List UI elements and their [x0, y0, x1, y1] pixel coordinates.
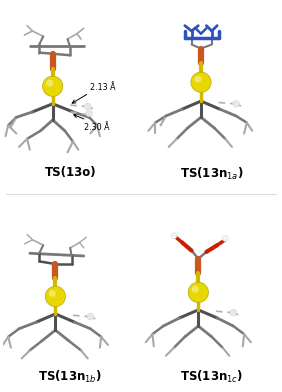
Circle shape	[194, 76, 202, 83]
Text: 2.30 Å: 2.30 Å	[84, 123, 109, 132]
Circle shape	[49, 290, 56, 297]
Circle shape	[191, 72, 211, 93]
Circle shape	[46, 80, 53, 87]
Circle shape	[86, 110, 92, 116]
Text: TS(13n$_{1c}$): TS(13n$_{1c}$)	[180, 369, 243, 385]
Text: TS(13n$_{1a}$): TS(13n$_{1a}$)	[180, 166, 244, 182]
Circle shape	[171, 233, 177, 239]
Text: TS(13n$_{1b}$): TS(13n$_{1b}$)	[38, 369, 102, 385]
Circle shape	[230, 309, 237, 316]
Circle shape	[43, 76, 63, 96]
Circle shape	[45, 286, 65, 307]
Circle shape	[87, 313, 94, 320]
Text: TS(13o): TS(13o)	[44, 166, 96, 179]
Text: 2.13 Å: 2.13 Å	[91, 83, 116, 92]
Circle shape	[192, 286, 199, 293]
Circle shape	[84, 103, 91, 110]
Circle shape	[222, 236, 228, 241]
Circle shape	[188, 282, 208, 303]
Circle shape	[233, 100, 239, 107]
